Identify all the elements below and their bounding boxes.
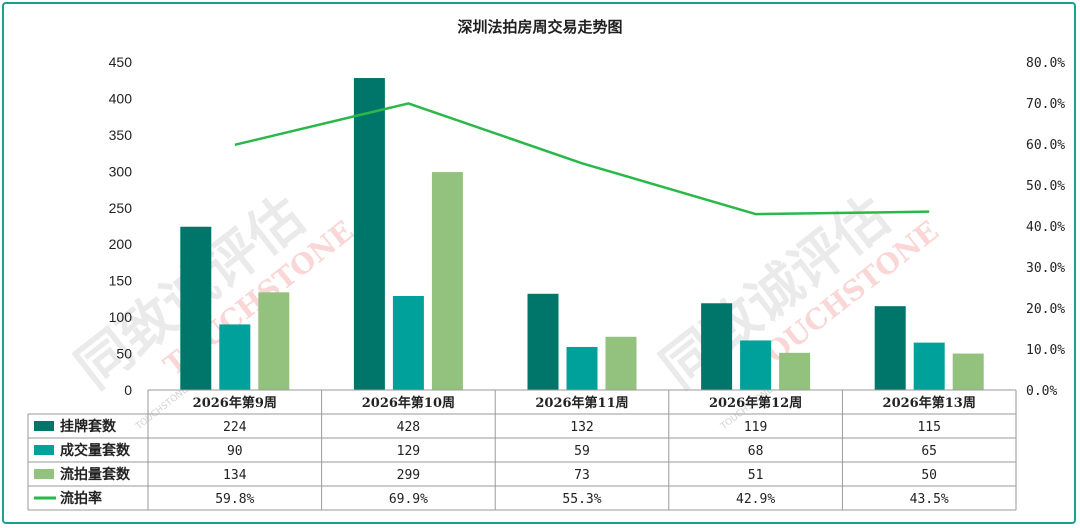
left-tick-label: 0	[124, 382, 132, 398]
table-cell: 59.8%	[215, 492, 254, 507]
table-cell: 55.3%	[562, 492, 601, 507]
legend-key-1	[34, 421, 54, 431]
bar-2-1	[219, 324, 251, 390]
line-layer	[234, 102, 930, 216]
bar-3-5	[952, 353, 984, 390]
left-tick-label: 100	[109, 309, 133, 325]
right-tick-label: 70.0%	[1026, 97, 1065, 112]
legend-label-2: 成交量套数	[60, 442, 131, 459]
category-label: 2026年第13周	[883, 395, 976, 411]
bar-1-4	[701, 303, 733, 390]
right-tick-label: 50.0%	[1026, 179, 1065, 194]
legend-label-1: 挂牌套数	[60, 418, 117, 435]
legend-label-4: 流拍率	[60, 490, 102, 507]
bar-2-2	[392, 295, 424, 390]
table-cell: 132	[570, 420, 593, 435]
table-cell: 51	[748, 468, 764, 483]
bar-2-3	[566, 346, 598, 390]
bar-2-4	[740, 340, 772, 390]
bar-3-1	[258, 292, 290, 390]
bar-1-1	[180, 226, 212, 390]
right-tick-label: 40.0%	[1026, 220, 1065, 235]
table-cell: 69.9%	[389, 492, 428, 507]
table-cell: 90	[227, 444, 243, 459]
left-axis-ticks: 0 50 100 150 200 250 300 350 400 450	[109, 54, 133, 398]
left-tick-label: 400	[109, 90, 133, 106]
table-cell: 43.5%	[910, 492, 949, 507]
table-cell: 115	[917, 420, 940, 435]
left-tick-label: 350	[109, 127, 133, 143]
legend-key-3	[34, 469, 54, 479]
right-tick-label: 10.0%	[1026, 343, 1065, 358]
bars-layer	[180, 78, 984, 390]
category-label: 2026年第11周	[535, 395, 628, 411]
bar-1-3	[527, 293, 559, 390]
right-tick-label: 30.0%	[1026, 261, 1065, 276]
left-tick-label: 50	[116, 346, 132, 362]
left-tick-label: 250	[109, 200, 133, 216]
table-cell: 73	[574, 468, 590, 483]
table-cell: 68	[748, 444, 764, 459]
category-label: 2026年第12周	[709, 395, 802, 411]
right-axis-ticks: 0.0% 10.0% 20.0% 30.0% 40.0% 50.0% 60.0% 70.0% 8…	[1026, 56, 1065, 399]
table-cell: 129	[397, 444, 420, 459]
right-tick-label: 60.0%	[1026, 138, 1065, 153]
bar-1-2	[353, 78, 385, 390]
table-cell: 224	[223, 420, 247, 435]
bar-3-4	[779, 352, 811, 390]
chart-title: 深圳法拍房周交易走势图	[457, 18, 622, 36]
bar-1-5	[874, 306, 906, 390]
bar-3-2	[431, 172, 463, 390]
table-cell: 65	[921, 444, 937, 459]
watermark-small-text: TOUCHSTONE	[133, 385, 190, 432]
table-cell: 42.9%	[736, 492, 775, 507]
table-cell: 299	[397, 468, 420, 483]
right-tick-label: 80.0%	[1026, 56, 1065, 71]
table-cell: 428	[397, 420, 420, 435]
left-tick-label: 150	[109, 273, 133, 289]
bar-2-5	[913, 342, 945, 390]
table-cell: 134	[223, 468, 247, 483]
legend-key-2	[34, 445, 54, 455]
rate-line	[234, 102, 930, 216]
legend-label-3: 流拍量套数	[60, 466, 131, 483]
left-tick-label: 200	[109, 236, 133, 252]
left-tick-label: 300	[109, 163, 133, 179]
table-cell: 50	[921, 468, 937, 483]
table-cell: 59	[574, 444, 590, 459]
bar-3-3	[605, 336, 637, 390]
category-label: 2026年第9周	[193, 395, 277, 411]
data-table: 2026年第9周 2026年第10周 2026年第11周 2026年第12周 2026年…	[27, 389, 1017, 511]
left-tick-label: 450	[109, 54, 133, 70]
table-cell: 119	[744, 420, 767, 435]
right-tick-label: 20.0%	[1026, 302, 1065, 317]
right-tick-label: 0.0%	[1026, 384, 1057, 399]
category-label: 2026年第10周	[362, 395, 455, 411]
